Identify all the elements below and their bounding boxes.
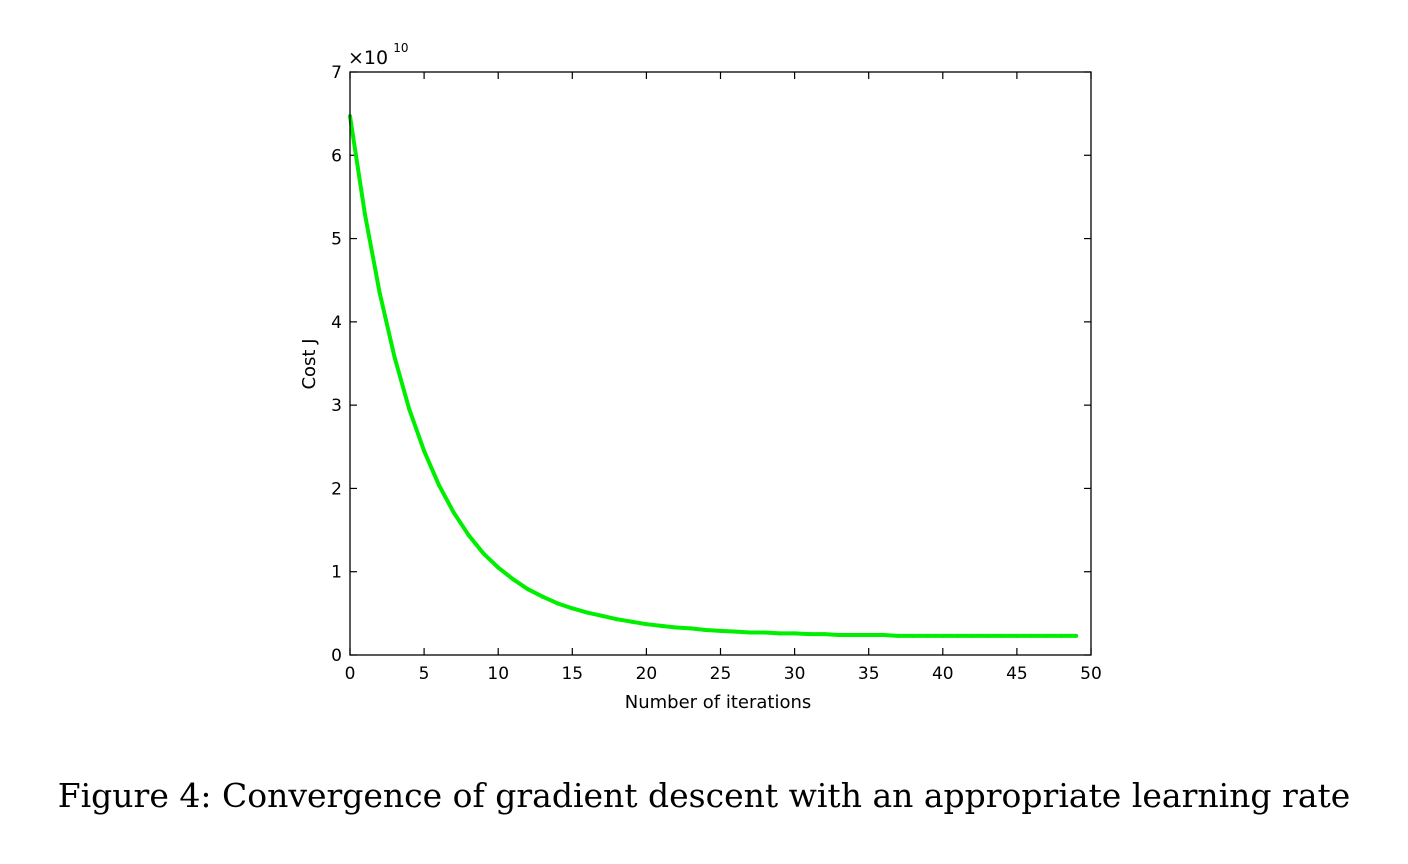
y-exponent-base: ×10 xyxy=(348,47,388,69)
cost-data-point xyxy=(570,606,575,611)
plot-frame xyxy=(349,71,1092,656)
y-tick-label: 5 xyxy=(331,230,342,250)
y-tick-label: 2 xyxy=(331,479,342,499)
cost-data-point xyxy=(525,587,530,592)
cost-data-point xyxy=(496,565,501,570)
cost-data-point xyxy=(362,211,367,216)
cost-data-point xyxy=(911,633,916,638)
cost-data-point xyxy=(896,633,901,638)
cost-data-point xyxy=(392,354,397,359)
y-tick-label: 4 xyxy=(331,313,342,333)
cost-data-point xyxy=(881,633,886,638)
cost-data-point xyxy=(955,633,960,638)
cost-data-point xyxy=(748,630,753,635)
y-exponent-power: 10 xyxy=(393,41,408,55)
cost-data-point xyxy=(777,631,782,636)
x-tick-label: 10 xyxy=(487,664,509,684)
y-axis-label: Cost J xyxy=(299,338,320,389)
cost-data-point xyxy=(851,633,856,638)
x-tick-label: 5 xyxy=(419,664,430,684)
cost-data-point xyxy=(436,483,441,488)
cost-data-point xyxy=(407,407,412,412)
cost-data-point xyxy=(674,625,679,630)
cost-data-point xyxy=(585,610,590,615)
cost-data-point xyxy=(377,290,382,295)
cost-data-point xyxy=(614,617,619,622)
y-axis-exponent: ×10 10 xyxy=(348,41,408,69)
cost-data-point xyxy=(807,632,812,637)
x-tick-label: 25 xyxy=(710,664,732,684)
cost-data-point xyxy=(866,633,871,638)
cost-data-point xyxy=(703,628,708,633)
cost-data-point xyxy=(422,448,427,453)
cost-data-point xyxy=(837,633,842,638)
cost-data-point xyxy=(925,633,930,638)
cost-data-point xyxy=(540,594,545,599)
x-tick-label: 0 xyxy=(345,664,356,684)
cost-data-point xyxy=(1000,633,1005,638)
cost-data-point xyxy=(511,577,516,582)
cost-data-point xyxy=(644,622,649,627)
axis-ticks xyxy=(349,71,1092,656)
cost-data-point xyxy=(792,631,797,636)
x-tick-label: 45 xyxy=(1006,664,1028,684)
cost-data-point xyxy=(688,626,693,631)
x-axis-label: Number of iterations xyxy=(625,692,812,713)
cost-series-line xyxy=(348,115,1077,638)
y-tick-label: 3 xyxy=(331,396,342,416)
cost-data-point xyxy=(451,510,456,515)
cost-data-point xyxy=(985,633,990,638)
y-tick-label: 0 xyxy=(331,646,342,666)
cost-data-point xyxy=(1044,633,1049,638)
y-tick-label: 7 xyxy=(331,63,342,83)
cost-data-point xyxy=(481,551,486,556)
cost-data-point xyxy=(822,632,827,637)
series-layer xyxy=(348,114,1079,638)
cost-data-point xyxy=(1014,633,1019,638)
cost-data-point xyxy=(1074,633,1079,638)
cost-data-point xyxy=(762,630,767,635)
x-tick-label: 20 xyxy=(636,664,658,684)
x-tick-label: 40 xyxy=(932,664,954,684)
cost-data-point xyxy=(718,628,723,633)
x-tick-label: 30 xyxy=(784,664,806,684)
cost-data-point xyxy=(466,533,471,538)
figure-caption: Figure 4: Convergence of gradient descen… xyxy=(57,776,1351,815)
cost-data-point xyxy=(1029,633,1034,638)
cost-data-point xyxy=(659,623,664,628)
cost-data-point xyxy=(1059,633,1064,638)
y-tick-label: 1 xyxy=(331,563,342,583)
x-tick-label: 15 xyxy=(561,664,583,684)
cost-data-point xyxy=(629,619,634,624)
cost-data-point xyxy=(599,613,604,618)
cost-data-point xyxy=(733,629,738,634)
cost-data-point xyxy=(970,633,975,638)
cost-data-point xyxy=(940,633,945,638)
cost-data-point xyxy=(555,601,560,606)
x-tick-label: 35 xyxy=(858,664,880,684)
x-tick-label: 50 xyxy=(1080,664,1102,684)
y-tick-label: 6 xyxy=(331,146,342,166)
